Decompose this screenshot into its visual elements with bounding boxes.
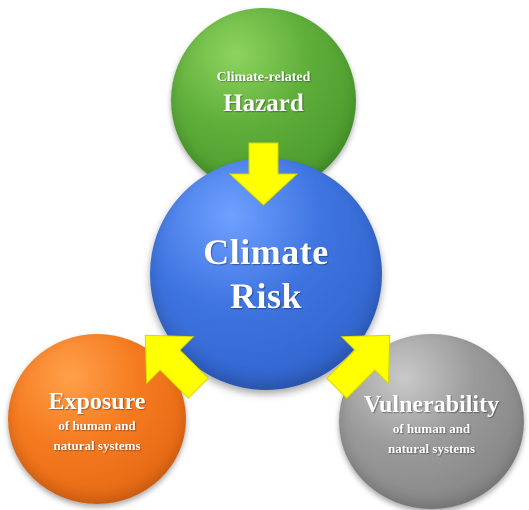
hazard-title: Hazard [223,90,304,117]
exposure-subtitle-line-2: natural systems [53,438,141,453]
vulnerability-subtitle-line-2: natural systems [387,440,476,456]
risk-line-2: Risk [229,276,303,316]
hazard-subtitle: Climate-related [216,70,311,85]
vulnerability-title: Vulnerability [363,391,500,418]
vulnerability-arrow-icon [326,334,391,399]
exposure-subtitle-line-1: of human and [58,418,136,433]
vulnerability-subtitle-line-1: of human and [392,420,471,436]
hazard-arrow-icon [228,142,299,206]
exposure-arrow-icon [144,334,209,399]
risk-line-1: Climate [203,232,329,272]
exposure-title: Exposure [48,389,146,415]
